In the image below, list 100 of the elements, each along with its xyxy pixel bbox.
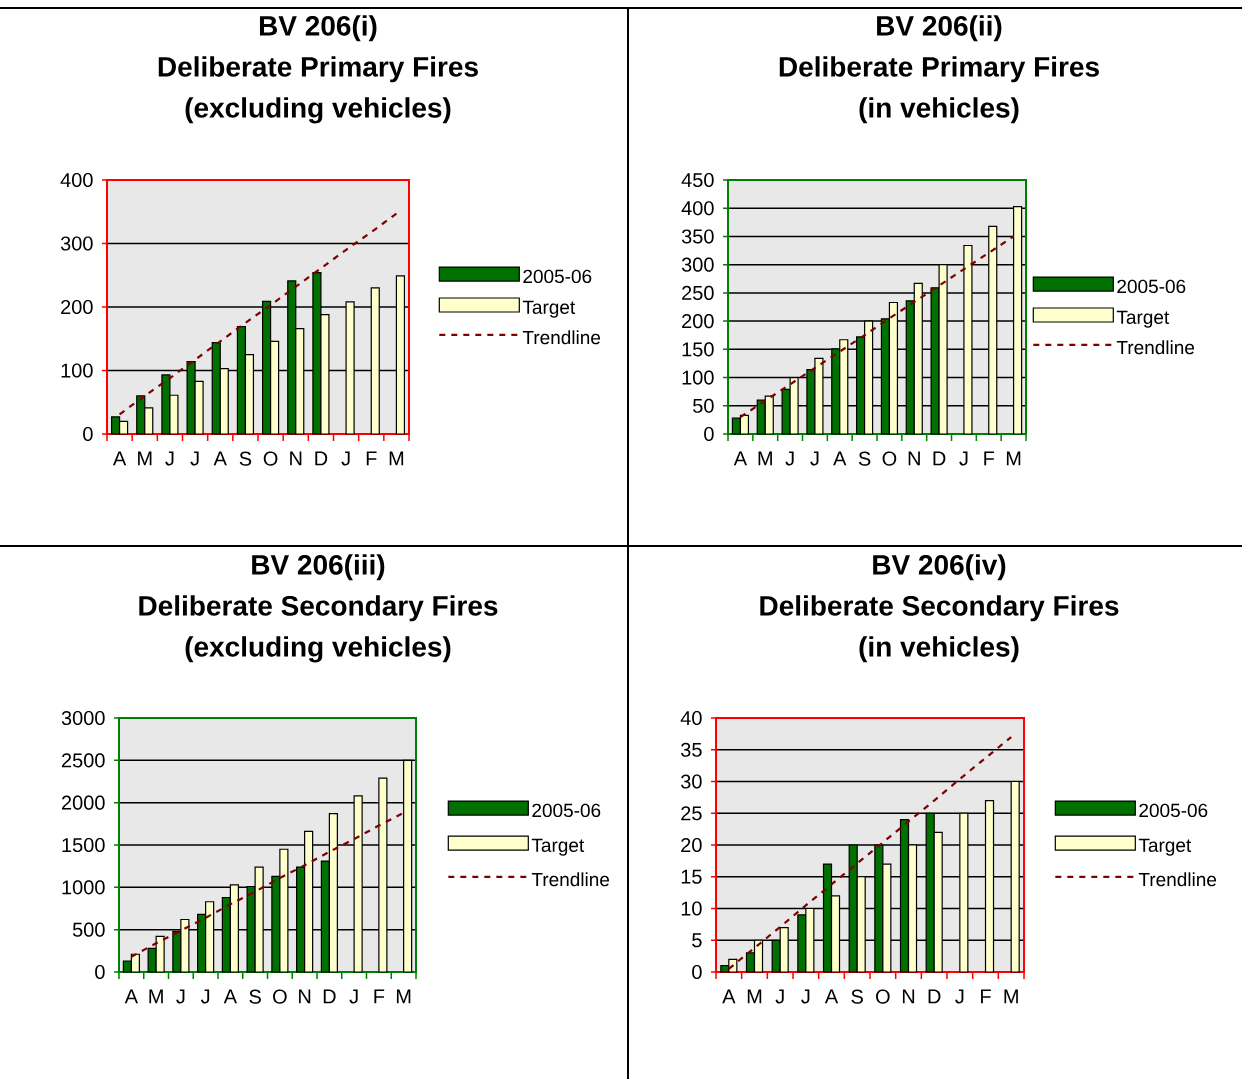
chart-subtitle: Deliberate Secondary Fires (in vehicles): [760, 595, 1119, 663]
x-tick-label: J: [810, 451, 819, 466]
y-tick-label: 500: [72, 922, 105, 937]
y-tick-label: 30: [681, 774, 702, 789]
y-tick-label: 400: [681, 201, 714, 216]
legend-label: 2005-06: [1139, 803, 1208, 818]
chart-title: BV 206(iv): [873, 554, 1006, 581]
x-tick-label: J: [176, 989, 185, 1004]
legend-label: 2005-06: [1117, 279, 1186, 294]
x-tick-label: O: [263, 451, 278, 466]
x-tick-label: S: [239, 451, 252, 466]
x-tick-label: J: [785, 451, 794, 466]
x-tick-label: S: [249, 989, 261, 1004]
x-tick-label: N: [290, 451, 302, 466]
x-tick-label: M: [1006, 451, 1021, 466]
legend-label: 2005-06: [523, 269, 592, 284]
y-tick-label: 400: [60, 172, 93, 188]
y-tick-label: 300: [60, 236, 93, 251]
legend-label: Target: [1116, 310, 1170, 328]
x-tick-label: A: [824, 989, 839, 1004]
y-tick-label: 350: [681, 229, 714, 244]
chart-subtitle: Deliberate Primary Fires (excluding vehicles): [158, 56, 478, 124]
x-tick-label: D: [928, 989, 941, 1004]
y-tick-label: 35: [681, 742, 702, 757]
x-tick-label: D: [933, 451, 946, 466]
y-tick-label: 200: [682, 314, 714, 329]
y-tick-label: 200: [61, 299, 93, 315]
y-tick-label: 250: [682, 285, 714, 300]
y-tick-label: 15: [681, 869, 702, 884]
chart-title: BV 206(ii): [877, 15, 1002, 42]
x-tick-label: M: [389, 451, 404, 466]
x-tick-label: D: [315, 451, 328, 466]
x-tick-label: A: [722, 989, 736, 1004]
x-tick-label: J: [165, 451, 174, 466]
legend-label: Trendline: [531, 872, 610, 887]
x-tick-label: N: [902, 989, 915, 1004]
y-tick-label: 300: [681, 257, 714, 272]
x-tick-label: O: [273, 989, 287, 1004]
x-tick-label: M: [747, 989, 762, 1004]
x-tick-label: O: [876, 989, 890, 1004]
y-tick-label: 0: [692, 964, 702, 980]
x-tick-label: M: [758, 451, 772, 466]
y-tick-label: 1000: [62, 880, 105, 895]
x-tick-label: J: [341, 451, 350, 466]
x-tick-label: A: [112, 451, 127, 466]
x-tick-label: N: [908, 451, 920, 466]
x-tick-label: J: [190, 451, 199, 466]
line-series: [118, 212, 398, 416]
legend-label: Target: [531, 838, 585, 856]
y-tick-label: 0: [95, 964, 105, 980]
y-tick-label: 5: [692, 933, 702, 948]
legend-label: Trendline: [522, 330, 601, 345]
x-tick-label: J: [200, 989, 210, 1004]
y-tick-label: 2500: [61, 753, 105, 768]
y-tick-label: 2000: [61, 795, 105, 810]
x-tick-label: A: [733, 451, 748, 466]
y-tick-label: 3000: [61, 710, 105, 726]
y-tick-label: 40: [680, 710, 702, 726]
x-tick-label: M: [1004, 989, 1018, 1004]
chart-subtitle: Deliberate Secondary Fires (excluding vehicles): [139, 595, 498, 663]
x-tick-label: J: [775, 989, 784, 1004]
y-tick-label: 50: [693, 398, 714, 413]
x-tick-label: S: [858, 451, 871, 466]
x-tick-label: M: [138, 451, 152, 466]
y-tick-label: 10: [681, 901, 702, 916]
y-tick-label: 100: [61, 363, 93, 378]
legend-label: Target: [522, 300, 576, 318]
y-tick-label: 25: [681, 806, 702, 821]
line-series: [130, 811, 405, 958]
x-tick-label: J: [349, 989, 358, 1004]
line-series: [727, 735, 1013, 970]
x-tick-label: M: [396, 989, 411, 1004]
x-tick-label: F: [981, 989, 991, 1004]
x-tick-label: S: [851, 989, 863, 1004]
x-tick-label: J: [955, 989, 964, 1004]
x-tick-label: F: [366, 451, 377, 466]
chart-title: BV 206(i): [259, 15, 377, 42]
x-tick-label: M: [149, 989, 163, 1004]
y-tick-label: 1500: [62, 837, 105, 853]
chart-title: BV 206(iii): [252, 554, 385, 581]
x-tick-label: O: [882, 451, 897, 466]
x-tick-label: J: [959, 451, 968, 466]
x-tick-label: A: [213, 451, 227, 466]
legend-label: Trendline: [1138, 872, 1217, 887]
y-tick-label: 0: [704, 426, 714, 442]
x-tick-label: N: [299, 989, 311, 1004]
legend-label: Target: [1138, 838, 1192, 856]
y-tick-label: 150: [682, 342, 714, 357]
x-tick-label: A: [833, 451, 847, 466]
y-tick-label: 100: [682, 370, 714, 385]
x-tick-label: F: [984, 451, 995, 466]
legend-label: Trendline: [1116, 340, 1195, 355]
chart-subtitle: Deliberate Primary Fires (in vehicles): [779, 56, 1099, 124]
x-tick-label: A: [223, 989, 238, 1004]
y-tick-label: 450: [681, 172, 714, 188]
x-tick-label: J: [801, 989, 810, 1004]
legend-label: 2005-06: [532, 803, 601, 818]
x-tick-label: F: [374, 989, 385, 1004]
y-tick-label: 0: [83, 426, 93, 442]
x-tick-label: A: [124, 989, 139, 1004]
